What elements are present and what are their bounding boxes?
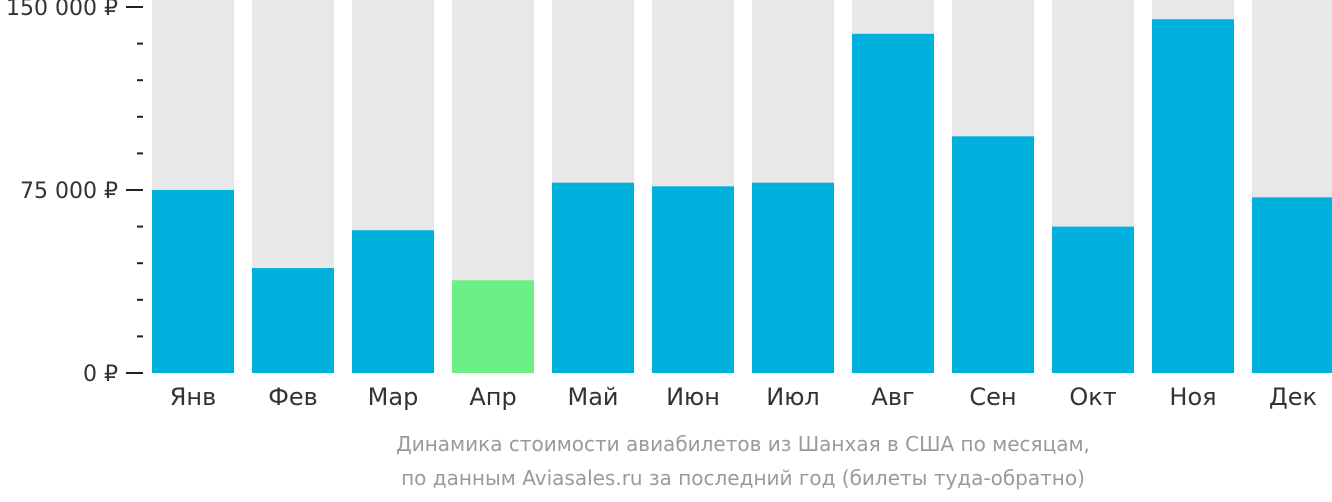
chart-caption-line-1: Динамика стоимости авиабилетов из Шанхая…: [396, 432, 1090, 456]
bar-11: [1152, 19, 1234, 373]
x-tick-label: Авг: [871, 383, 914, 411]
x-tick-label: Май: [567, 383, 618, 411]
bar-1: [152, 190, 234, 373]
x-axis-labels: Янв Фев Мар Апр Май Июн Июл Авг Сен Окт Ноя Дек: [170, 383, 1317, 411]
bar-12: [1252, 197, 1332, 373]
x-tick-label: Окт: [1069, 383, 1116, 411]
bar-3: [352, 230, 434, 373]
bar-2: [252, 268, 334, 373]
bar-5: [552, 182, 634, 373]
y-tick-label: 0 ₽: [83, 362, 118, 387]
x-tick-label: Апр: [469, 383, 516, 411]
bar-9: [952, 136, 1034, 373]
chart-caption-line-2: по данным Aviasales.ru за последний год …: [401, 466, 1085, 490]
bar-6: [652, 186, 734, 373]
x-tick-label: Июл: [766, 383, 820, 411]
x-tick-label: Дек: [1269, 383, 1317, 411]
x-tick-label: Мар: [368, 383, 419, 411]
y-axis: 0 ₽ 75 000 ₽ 150 000 ₽: [6, 0, 143, 387]
bar-10: [1052, 226, 1134, 373]
x-tick-label: Янв: [170, 383, 217, 411]
x-tick-label: Июн: [666, 383, 720, 411]
bar-7: [752, 182, 834, 373]
bar-4: [452, 280, 534, 373]
x-tick-label: Фев: [268, 383, 318, 411]
y-tick-label: 75 000 ₽: [20, 179, 118, 204]
x-tick-label: Сен: [969, 383, 1016, 411]
x-tick-label: Ноя: [1169, 383, 1216, 411]
data-bars: [152, 19, 1332, 374]
y-tick-label: 150 000 ₽: [6, 0, 118, 21]
bar-8: [852, 33, 934, 374]
